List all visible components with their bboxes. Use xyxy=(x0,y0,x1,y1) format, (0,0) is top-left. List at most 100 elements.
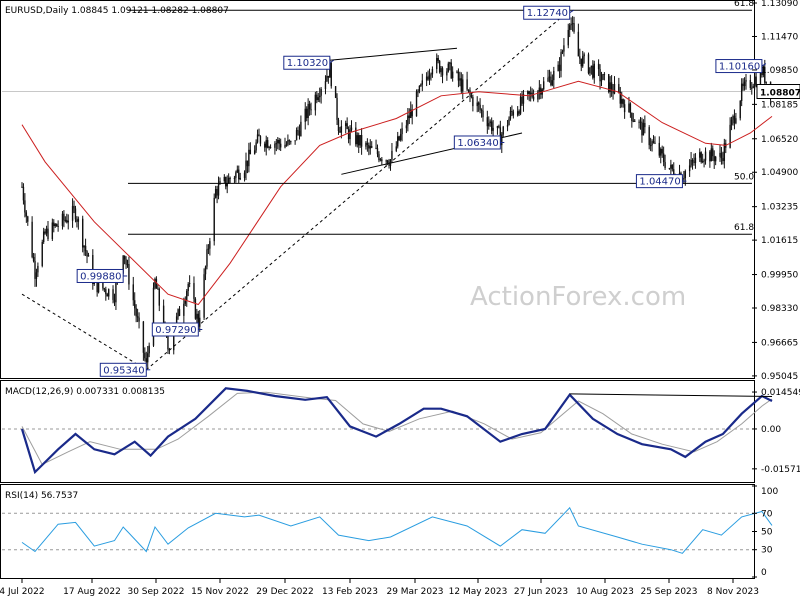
candle xyxy=(144,347,146,362)
candle xyxy=(214,185,217,199)
candle xyxy=(587,52,590,75)
rsi-y-tick: 0 xyxy=(752,568,767,578)
candle xyxy=(73,200,75,214)
candle xyxy=(553,66,555,89)
candle xyxy=(418,85,421,94)
candle xyxy=(671,164,674,172)
candle xyxy=(177,308,179,320)
candle xyxy=(425,72,428,87)
candle xyxy=(508,116,510,126)
level-label-text: 0.97290 xyxy=(155,325,196,336)
candle xyxy=(733,109,736,130)
level-label-text: 0.95340 xyxy=(103,365,144,376)
fib-level-label: 61.8 xyxy=(734,0,754,9)
rsi-y-tick: 100 xyxy=(752,485,778,497)
candle xyxy=(178,306,181,317)
candle xyxy=(279,138,282,152)
x-axis: 4 Jul 2022 17 Aug 2022 30 Sep 2022 15 Nov 2… xyxy=(0,579,759,597)
current-price-label: 1.08807 xyxy=(760,89,800,99)
x-tick: 30 Sep 2022 xyxy=(127,579,185,597)
candle xyxy=(103,287,106,293)
candle xyxy=(324,75,327,95)
macd-y-tick-label: 0.00 xyxy=(761,425,781,435)
candle xyxy=(316,91,318,104)
candle xyxy=(719,144,721,162)
candle xyxy=(540,84,542,100)
candle xyxy=(57,220,59,232)
candle xyxy=(243,170,246,182)
candle xyxy=(512,109,515,119)
macd-line xyxy=(20,387,773,475)
candle xyxy=(410,101,412,119)
x-tick: 27 Jun 2023 xyxy=(514,579,568,597)
level-label: 1.12740 xyxy=(523,5,574,20)
level-label: 1.10160 xyxy=(715,59,767,74)
candle xyxy=(704,147,707,165)
candle xyxy=(610,75,613,97)
candle xyxy=(713,150,715,169)
candle xyxy=(249,142,252,155)
candle xyxy=(658,136,660,158)
candle xyxy=(203,268,205,320)
candle xyxy=(269,144,272,149)
header-symbol: EURUSD xyxy=(5,6,43,16)
candle xyxy=(532,89,535,102)
candle xyxy=(317,92,319,103)
price-y-tick-label: 0.98330 xyxy=(761,304,798,314)
watermark: ActionForex.com xyxy=(470,282,686,312)
candle xyxy=(337,117,340,135)
candle xyxy=(229,176,231,184)
x-tick: 25 Sep 2023 xyxy=(640,579,698,597)
candle xyxy=(629,102,632,118)
candle xyxy=(255,139,257,153)
price-y-tick: 1.13090 xyxy=(752,0,798,9)
candle xyxy=(115,279,117,310)
candle xyxy=(492,120,494,137)
candle xyxy=(45,225,48,237)
candle xyxy=(700,151,702,164)
candle xyxy=(699,148,701,162)
candle xyxy=(157,284,159,290)
level-label-text: 1.10320 xyxy=(287,58,328,69)
candle xyxy=(456,70,458,74)
candle xyxy=(668,167,671,170)
candle xyxy=(714,155,717,166)
candle xyxy=(623,99,626,119)
candle xyxy=(459,71,461,87)
candle xyxy=(437,55,439,64)
level-label-text: 1.06340 xyxy=(457,138,498,149)
candle xyxy=(722,151,724,165)
candle xyxy=(77,216,80,230)
candle xyxy=(479,98,481,114)
candle xyxy=(148,342,150,358)
level-label: 0.97290 xyxy=(151,322,203,337)
price-y-tick-label: 0.95045 xyxy=(761,372,798,382)
candle xyxy=(548,69,551,83)
candle xyxy=(264,141,266,152)
level-label-text: 1.04470 xyxy=(639,177,680,188)
price-y-tick-label: 1.01615 xyxy=(761,236,798,246)
candle xyxy=(194,297,197,320)
candle xyxy=(51,218,54,241)
candle xyxy=(638,119,640,129)
header-high: 1.09121 xyxy=(111,6,148,16)
candle xyxy=(206,244,208,270)
x-tick: 13 Feb 2023 xyxy=(322,579,378,597)
candle xyxy=(395,141,397,153)
candle xyxy=(488,116,490,130)
candle xyxy=(573,16,575,34)
x-tick-label: 10 Aug 2023 xyxy=(576,587,634,597)
candle xyxy=(223,174,226,184)
candle xyxy=(358,132,360,154)
candle xyxy=(446,68,448,81)
candle xyxy=(509,106,512,121)
candle xyxy=(516,106,519,117)
rsi-panel: 100 70 50 30 0 RSI(14) 56.7537 xyxy=(0,484,778,579)
macd-y-tick: 0.00 xyxy=(752,425,781,435)
candle xyxy=(355,122,357,147)
candle xyxy=(477,101,480,112)
candle xyxy=(745,73,747,90)
candle xyxy=(199,310,201,332)
candle xyxy=(592,60,594,80)
candle xyxy=(457,68,460,88)
